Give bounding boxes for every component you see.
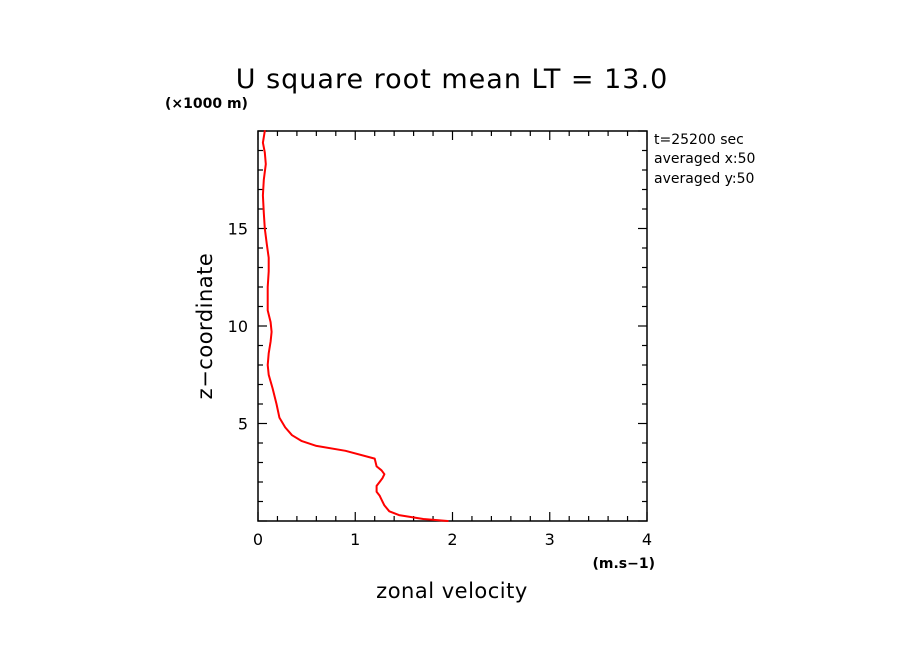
y-unit-label: (×1000 m) [165, 96, 248, 112]
plot-frame [257, 130, 648, 522]
series-layer [261, 130, 449, 522]
x-tick-label: 1 [350, 530, 360, 549]
chart-title: U square root mean LT = 13.0 [236, 64, 669, 95]
y-tick-label: 10 [228, 317, 248, 336]
annotation-avg-y: averaged y:50 [654, 171, 754, 187]
x-tick-label: 0 [253, 530, 263, 549]
annotation-time: t=25200 sec [654, 132, 744, 148]
x-unit-label: (m.s−1) [592, 556, 655, 572]
y-axis-title: z−coordinate [193, 253, 217, 400]
x-tick-label: 4 [642, 530, 652, 549]
axes: 0 1 2 3 4 5 10 15 [228, 130, 652, 549]
series-line [261, 130, 449, 522]
y-tick-label: 5 [238, 415, 248, 434]
x-axis-title: zonal velocity [376, 579, 528, 603]
x-tick-label: 3 [545, 530, 555, 549]
y-tick-label: 15 [228, 220, 248, 239]
annotation-avg-x: averaged x:50 [654, 151, 755, 167]
x-tick-label: 2 [447, 530, 457, 549]
